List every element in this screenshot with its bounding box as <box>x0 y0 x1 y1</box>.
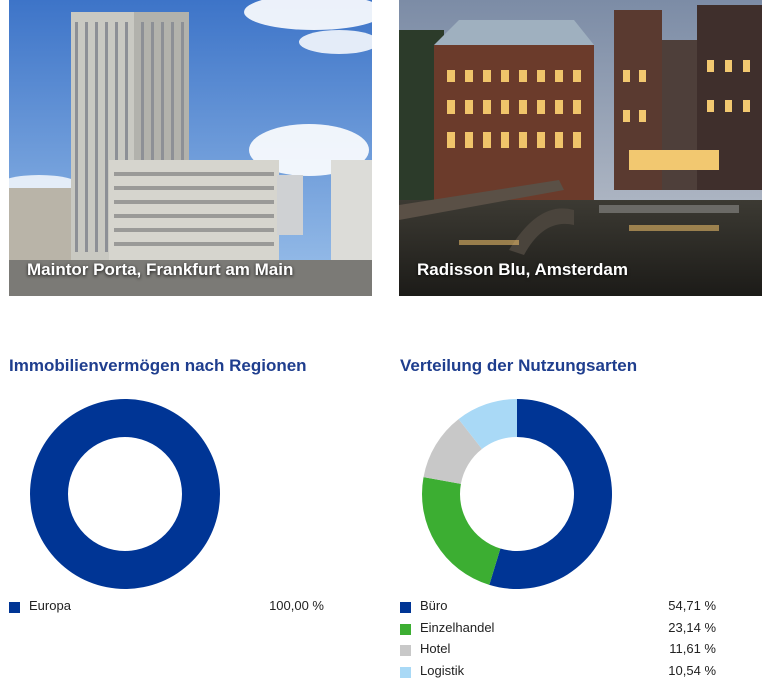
legend-swatch <box>9 602 20 613</box>
slice-buro <box>489 399 612 589</box>
photo-maintor-porta: Maintor Porta, Frankfurt am Main <box>9 0 372 296</box>
slice-hotel <box>423 419 482 484</box>
slice-einzelhandel <box>422 477 501 585</box>
photo-radisson-blu: Radisson Blu, Amsterdam <box>399 0 762 296</box>
legend-label: Hotel <box>420 641 451 656</box>
legend-label: Büro <box>420 598 448 613</box>
legend-value: 100,00 % <box>269 598 324 613</box>
donut-chart-regions <box>30 399 220 589</box>
legend-usage: Büro 54,71 % Einzelhandel 23,14 % Hotel 11,61… <box>400 598 716 684</box>
legend-swatch <box>400 645 411 656</box>
legend-swatch <box>400 602 411 613</box>
photo-caption: Radisson Blu, Amsterdam <box>417 260 628 279</box>
legend-swatch <box>400 666 411 678</box>
legend-label: Logistik <box>420 662 465 678</box>
legend-item-einzelhandel: Einzelhandel 23,14 % <box>400 620 716 642</box>
legend-value: 54,71 % <box>668 598 716 613</box>
slice-logistik <box>458 399 517 450</box>
chart-title-usage: Verteilung der Nutzungsarten <box>400 356 638 375</box>
donut-chart-usage <box>422 399 612 589</box>
legend-value: 23,14 % <box>668 619 716 635</box>
legend-label: Einzelhandel <box>420 619 495 635</box>
legend-label: Europa <box>29 598 71 613</box>
chart-title-regions: Immobilienvermögen nach Regionen <box>9 356 307 375</box>
office-building-image <box>9 0 372 296</box>
legend-value: 11,61 % <box>669 641 716 656</box>
slice-europa <box>30 399 220 589</box>
legend-item-logistik: Logistik 10,54 % <box>400 663 716 685</box>
canal-hotel-image <box>399 0 762 296</box>
photo-caption: Maintor Porta, Frankfurt am Main <box>27 260 294 279</box>
legend-item-buro: Büro 54,71 % <box>400 598 716 620</box>
legend-item-hotel: Hotel 11,61 % <box>400 641 716 663</box>
legend-regions: Europa 100,00 % <box>9 598 324 620</box>
legend-swatch <box>400 623 411 635</box>
legend-item-europa: Europa 100,00 % <box>9 598 324 620</box>
legend-value: 10,54 % <box>668 662 716 678</box>
